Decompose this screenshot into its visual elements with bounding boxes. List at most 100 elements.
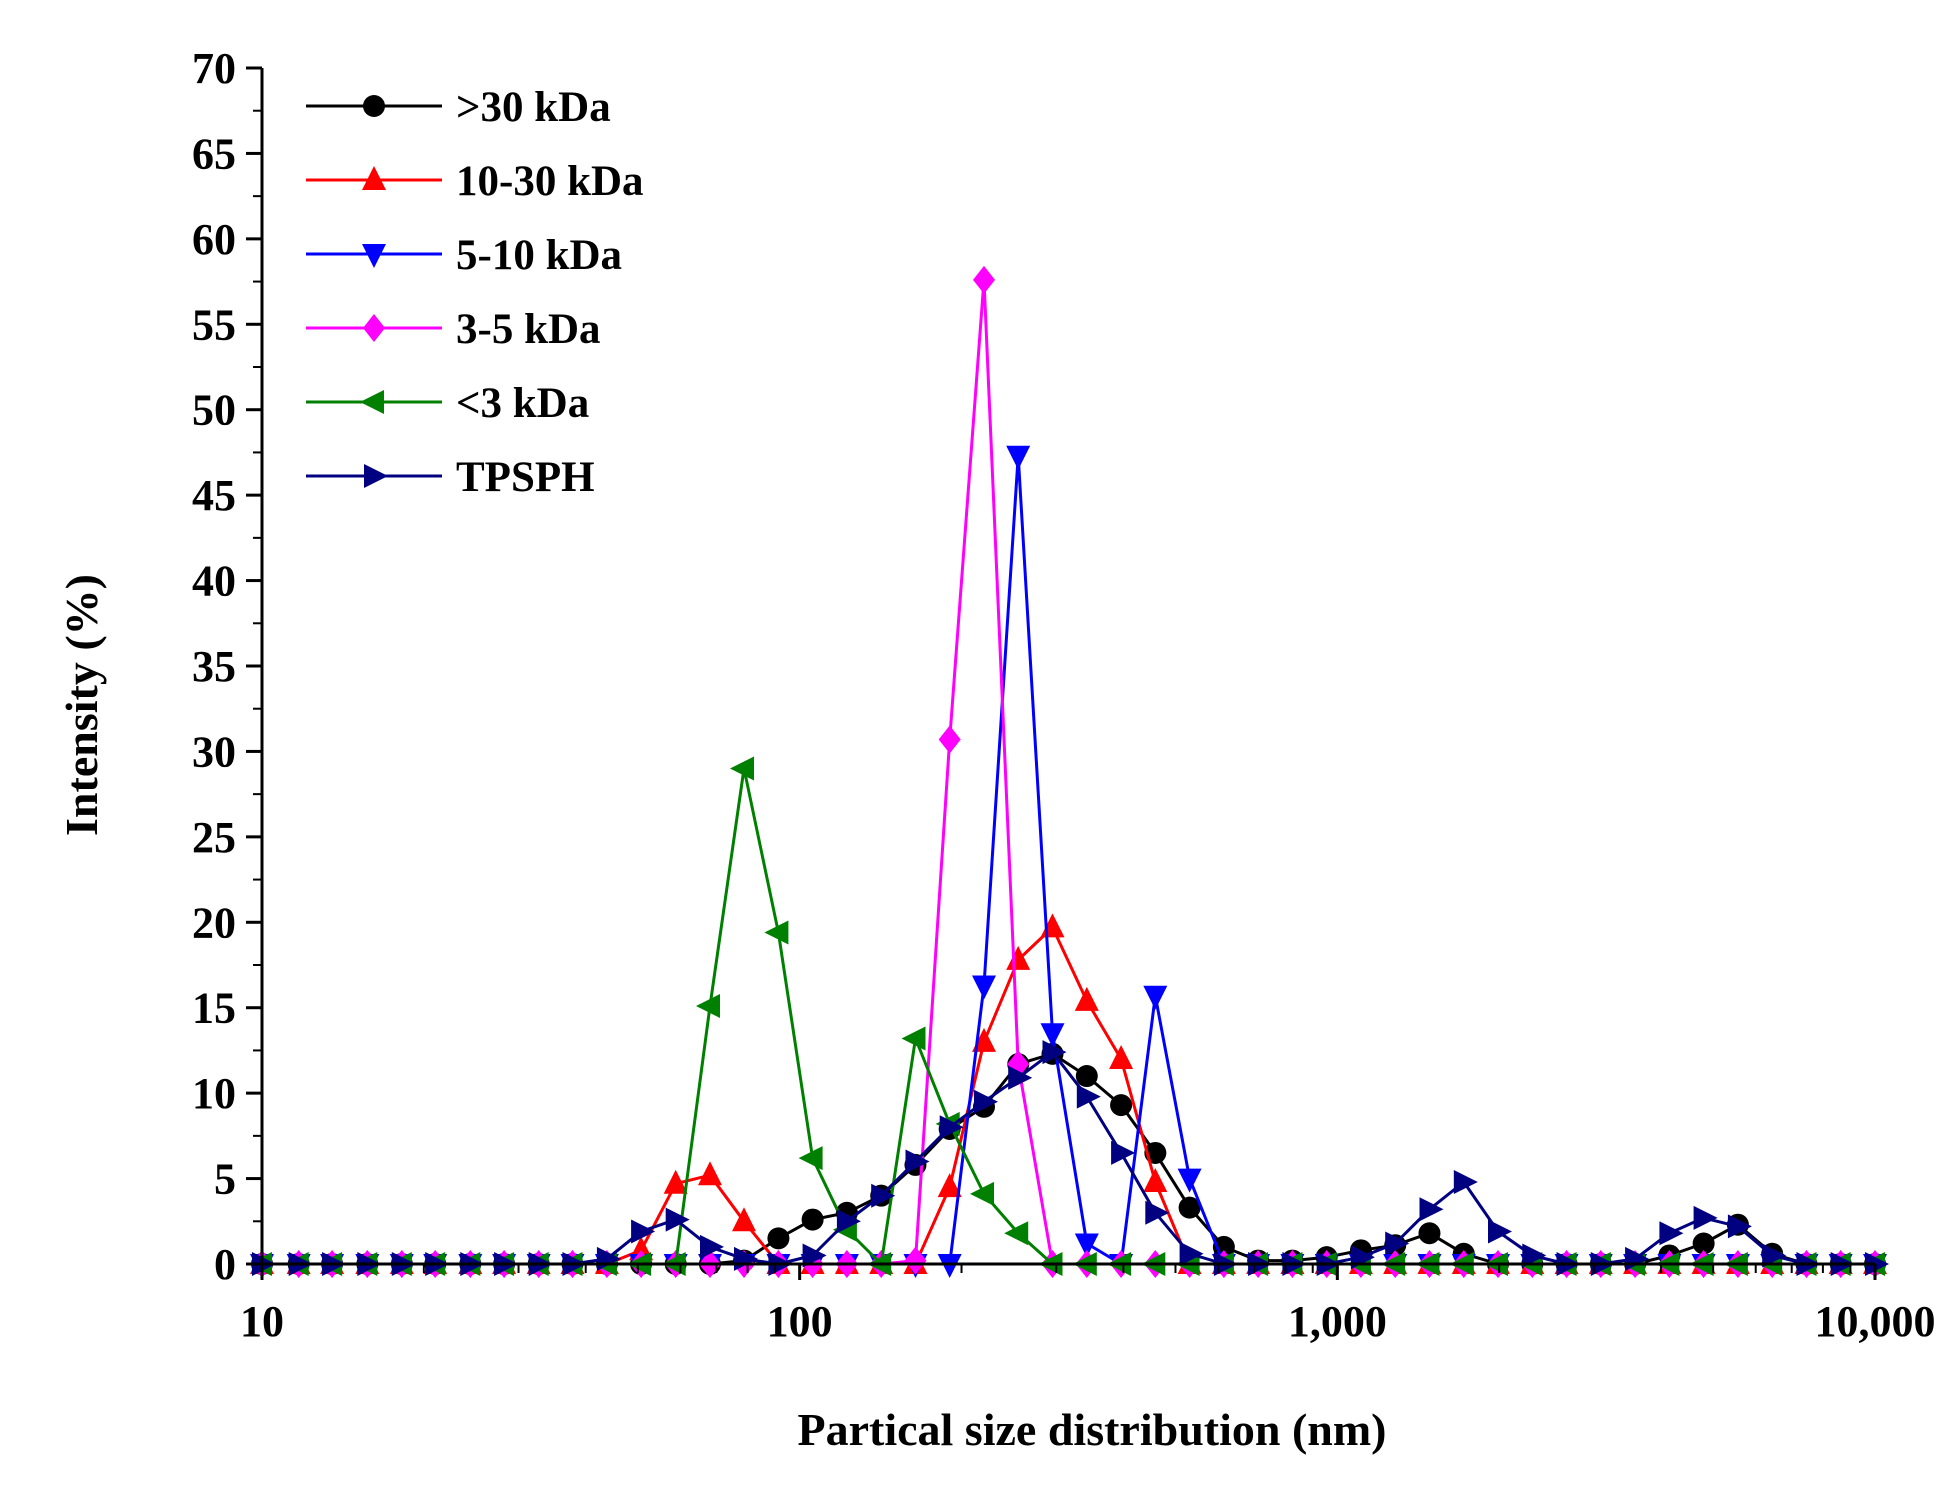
- data-point-10-30-kda: [1109, 1045, 1134, 1069]
- data-point-5-10-kda: [1074, 1233, 1099, 1258]
- legend-label-10-30-kda: 10-30 kDa: [456, 158, 644, 205]
- data-point-tpsph: [1008, 1065, 1033, 1090]
- data-point-tpsph: [1419, 1197, 1444, 1222]
- y-tick-label: 10: [192, 1069, 236, 1118]
- data-point-30-kda: [1178, 1196, 1201, 1219]
- data-point-tpsph: [1727, 1214, 1752, 1239]
- x-axis-title: Partical size distribution (nm): [798, 1404, 1387, 1455]
- y-tick-label: 25: [192, 813, 236, 862]
- y-tick-label: 30: [192, 727, 236, 776]
- data-point-tpsph: [1453, 1170, 1478, 1194]
- legend-label-30-kda: >30 kDa: [456, 84, 611, 131]
- x-tick-label: 10: [240, 1297, 284, 1346]
- data-point-30-kda: [801, 1208, 824, 1231]
- data-point-tpsph: [1385, 1231, 1410, 1256]
- data-point-tpsph: [631, 1219, 656, 1244]
- data-point-tpsph: [1145, 1200, 1170, 1225]
- data-point-3-kda: [798, 1146, 823, 1171]
- data-point-tpsph: [1076, 1084, 1101, 1109]
- data-point-10-30-kda: [698, 1161, 722, 1186]
- data-point-tpsph: [1488, 1219, 1512, 1244]
- data-point-30-kda: [1075, 1065, 1098, 1088]
- data-point-tpsph: [974, 1089, 998, 1114]
- data-point-tpsph: [1522, 1243, 1547, 1268]
- data-point-5-10-kda: [1143, 985, 1168, 1010]
- data-point-tpsph: [1179, 1241, 1204, 1266]
- data-point-tpsph: [1762, 1243, 1787, 1268]
- legend-item-10-30-kda: 10-30 kDa: [306, 158, 644, 205]
- legend-item-3-kda: <3 kDa: [306, 380, 589, 427]
- data-point-5-10-kda: [1006, 445, 1031, 470]
- data-point-5-10-kda: [1177, 1168, 1202, 1193]
- data-point-3-kda: [901, 1026, 926, 1051]
- y-tick-label: 40: [192, 557, 236, 606]
- y-tick-label: 15: [192, 984, 236, 1033]
- legend-item-5-10-kda: 5-10 kDa: [306, 232, 622, 279]
- y-tick-label: 70: [192, 44, 236, 93]
- y-tick-label: 55: [192, 300, 236, 349]
- data-point-30-kda: [767, 1227, 790, 1250]
- legend-label-3-5-kda: 3-5 kDa: [456, 306, 601, 353]
- legend-marker-10-30-kda: [362, 166, 386, 190]
- legend-item-30-kda: >30 kDa: [306, 84, 611, 131]
- y-tick-label: 60: [192, 215, 236, 264]
- y-tick-label: 0: [214, 1240, 236, 1289]
- y-tick-label: 65: [192, 129, 236, 178]
- legend: >30 kDa 10-30 kDa 5-10 kDa 3-5 kDa <3 kDa TPS…: [306, 84, 644, 501]
- legend-marker-3-kda: [360, 390, 384, 414]
- data-point-tpsph: [1659, 1221, 1684, 1246]
- data-point-tpsph: [1111, 1140, 1136, 1165]
- legend-marker-3-5-kda: [363, 314, 385, 342]
- data-point-3-kda: [970, 1181, 994, 1206]
- data-point-30-kda: [1418, 1222, 1441, 1245]
- data-point-3-5-kda: [938, 725, 961, 754]
- data-point-tpsph: [1693, 1205, 1718, 1230]
- data-point-10-30-kda: [937, 1173, 962, 1198]
- data-point-10-30-kda: [732, 1207, 756, 1232]
- data-point-10-30-kda: [1143, 1168, 1168, 1192]
- data-point-5-10-kda: [1040, 1023, 1065, 1048]
- data-point-3-kda: [1004, 1221, 1029, 1246]
- data-point-10-30-kda: [663, 1169, 688, 1194]
- y-tick-label: 20: [192, 898, 236, 947]
- data-point-tpsph: [905, 1149, 930, 1174]
- data-point-3-kda: [730, 756, 754, 781]
- legend-label-5-10-kda: 5-10 kDa: [456, 232, 622, 279]
- data-point-tpsph: [1865, 1252, 1889, 1276]
- axes-layer: 0 5 10 15 20 25 30 35 40 45 50 55 60 65 70 10 100 1,000 10…: [192, 44, 1936, 1346]
- data-point-3-5-kda: [904, 1246, 927, 1275]
- legend-label-tpsph: TPSPH: [456, 454, 595, 501]
- legend-marker-tpsph: [364, 464, 388, 488]
- data-point-3-kda: [764, 920, 789, 945]
- data-point-5-10-kda: [937, 1254, 962, 1278]
- data-point-tpsph: [836, 1209, 861, 1234]
- data-point-30-kda: [1692, 1232, 1715, 1255]
- data-point-5-10-kda: [972, 975, 996, 1000]
- x-tick-label: 10,000: [1815, 1297, 1936, 1346]
- y-tick-label: 35: [192, 642, 236, 691]
- data-point-tpsph: [700, 1234, 724, 1259]
- data-point-3-5-kda: [973, 265, 995, 294]
- data-point-tpsph: [939, 1115, 964, 1140]
- y-tick-label: 5: [214, 1155, 236, 1204]
- y-axis-title: Intensity (%): [56, 574, 107, 836]
- data-point-tpsph: [1042, 1040, 1067, 1065]
- x-tick-label: 1,000: [1288, 1297, 1387, 1346]
- data-point-tpsph: [665, 1207, 690, 1232]
- legend-label-3-kda: <3 kDa: [456, 380, 589, 427]
- y-tick-label: 50: [192, 386, 236, 435]
- data-point-tpsph: [871, 1183, 896, 1208]
- y-tick-label: 45: [192, 471, 236, 520]
- x-tick-label: 100: [767, 1297, 833, 1346]
- data-point-3-kda: [696, 994, 720, 1018]
- legend-item-tpsph: TPSPH: [306, 454, 595, 501]
- legend-item-3-5-kda: 3-5 kDa: [306, 306, 601, 353]
- legend-marker-30-kda: [363, 95, 385, 117]
- data-point-10-30-kda: [1074, 986, 1099, 1011]
- data-point-10-30-kda: [1006, 945, 1031, 970]
- legend-marker-5-10-kda: [362, 244, 386, 268]
- data-point-tpsph: [802, 1243, 827, 1268]
